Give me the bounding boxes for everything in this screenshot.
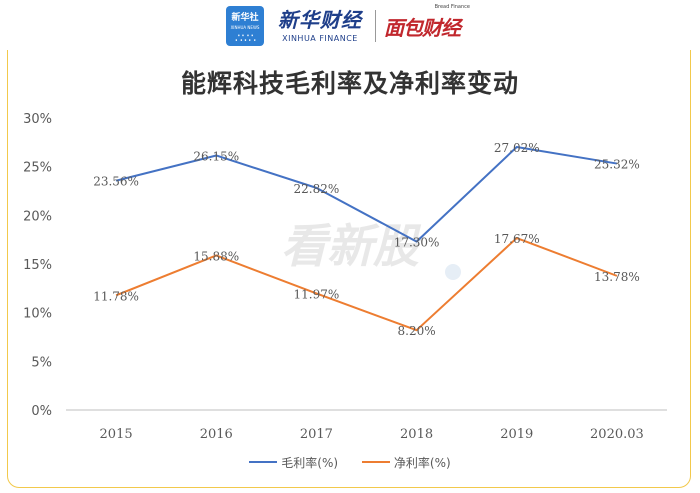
xinhua-news-logo: 新华社 XINHUA NEWS ∴∵∴ — [226, 6, 264, 46]
legend-item-net-margin: 净利率(%) — [361, 454, 451, 471]
legend-item-gross-margin: 毛利率(%) — [249, 454, 338, 471]
data-label: 25.32% — [594, 158, 640, 172]
x-tick-label: 2016 — [200, 427, 233, 442]
data-label: 15.88% — [193, 249, 239, 263]
x-tick-label: 2020.03 — [590, 427, 644, 442]
y-tick-label: 20% — [23, 209, 52, 224]
legend-swatch-net-margin — [361, 461, 390, 463]
y-tick-label: 30% — [23, 112, 52, 127]
data-label: 23.56% — [93, 175, 139, 189]
chart-title: 能辉科技毛利率及净利率变动 — [180, 69, 519, 98]
bread-finance-cn: 面包财经 — [384, 16, 461, 40]
y-tick-label: 25% — [23, 161, 52, 176]
x-tick-label: 2019 — [500, 427, 533, 442]
globe-dots-icon: ∴∵∴ — [235, 31, 256, 45]
data-label: 11.78% — [93, 289, 139, 303]
series-line-gross-margin — [115, 146, 618, 243]
xinhua-badge-en: XINHUA NEWS — [230, 25, 260, 30]
chart-legend: 毛利率(%) 净利率(%) — [0, 452, 700, 471]
data-label: 17.67% — [494, 232, 540, 246]
x-tick-label: 2017 — [300, 427, 333, 442]
y-tick-label: 15% — [23, 258, 52, 273]
data-label: 8.20% — [398, 324, 436, 338]
data-label: 27.02% — [494, 141, 540, 155]
series-line-net-margin — [115, 237, 618, 332]
data-label: 22.82% — [294, 182, 340, 196]
watermark-text: 看新股 — [281, 219, 424, 273]
x-tick-label: 2015 — [100, 427, 133, 442]
data-label: 11.97% — [294, 287, 340, 301]
data-label: 26.15% — [193, 149, 239, 163]
legend-label-gross-margin: 毛利率(%) — [281, 455, 339, 470]
xinhua-badge-text: 新华社 — [231, 13, 259, 23]
y-tick-label: 10% — [23, 307, 52, 322]
header: 新华社 XINHUA NEWS ∴∵∴ 新华财经 XINHUA FINANCE … — [0, 0, 700, 50]
xinhua-finance-en: XINHUA FINANCE — [282, 34, 358, 43]
bread-finance-logo: Bread Finance 面包财经 — [384, 4, 480, 46]
bread-finance-en: Bread Finance — [434, 4, 470, 10]
legend-label-net-margin: 净利率(%) — [393, 455, 451, 470]
y-tick-label: 0% — [31, 404, 52, 419]
x-tick-label: 2018 — [400, 427, 433, 442]
legend-swatch-gross-margin — [249, 461, 278, 463]
data-label: 17.30% — [394, 236, 440, 250]
xinhua-finance-cn: 新华财经 — [278, 8, 362, 32]
y-tick-label: 5% — [31, 355, 52, 370]
watermark-dot-icon — [445, 264, 461, 280]
logo-divider — [375, 10, 376, 42]
xinhua-finance-logo: 新华财经 XINHUA FINANCE — [270, 4, 370, 46]
data-label: 13.78% — [594, 270, 640, 284]
